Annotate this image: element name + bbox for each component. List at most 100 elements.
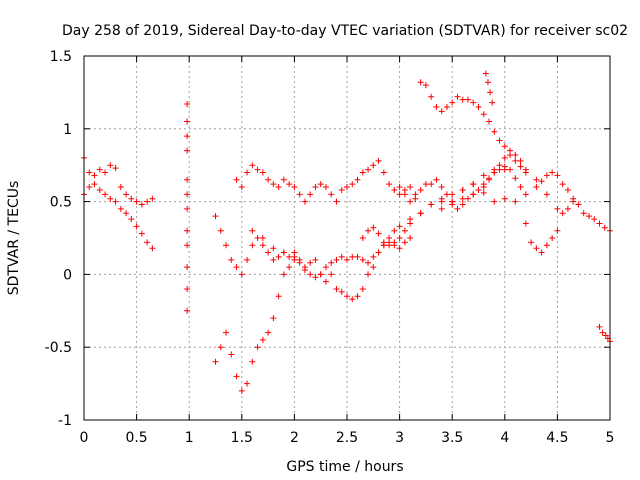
data-point (422, 181, 429, 188)
data-point (396, 191, 403, 198)
data-point (512, 198, 519, 205)
data-point (184, 147, 191, 154)
data-point (564, 186, 571, 193)
data-point (275, 293, 282, 300)
data-point (591, 216, 598, 223)
data-point (585, 213, 592, 220)
data-point (528, 239, 535, 246)
data-point (489, 99, 496, 106)
data-point (144, 198, 151, 205)
data-point (138, 230, 145, 237)
y-tick-label: 0.5 (50, 195, 72, 211)
y-axis-ticks: -1 -0.5 0 0.5 1 1.5 (45, 49, 610, 429)
data-point (407, 184, 414, 191)
data-point (328, 191, 335, 198)
data-point (543, 191, 550, 198)
data-point (487, 89, 494, 96)
data-point (291, 249, 298, 256)
data-point (580, 210, 587, 217)
data-point (596, 220, 603, 227)
data-point (512, 157, 519, 164)
data-point (138, 201, 145, 208)
data-point (112, 165, 119, 172)
series-group (81, 154, 156, 252)
data-point (359, 235, 366, 241)
data-point (365, 227, 372, 234)
data-point (286, 181, 293, 188)
data-point (270, 181, 277, 188)
data-point (280, 249, 287, 256)
series-group (533, 169, 613, 234)
data-point (470, 99, 477, 106)
series-group (482, 70, 496, 106)
data-point (223, 242, 230, 249)
data-point (265, 176, 272, 183)
data-point (438, 205, 445, 212)
data-point (517, 163, 524, 170)
data-point (280, 271, 287, 278)
data-point (238, 184, 245, 191)
data-point (549, 235, 556, 241)
data-point (501, 143, 508, 150)
data-point (233, 373, 240, 380)
data-point (228, 351, 235, 358)
data-point (270, 245, 277, 252)
data-point (396, 223, 403, 230)
data-point (470, 191, 477, 198)
data-point (301, 198, 308, 205)
data-point (422, 82, 429, 89)
data-point (575, 201, 582, 208)
data-point (522, 169, 529, 176)
data-point (407, 220, 414, 227)
data-point (328, 259, 335, 266)
data-point (238, 271, 245, 278)
data-point (91, 172, 98, 179)
data-point (249, 162, 256, 169)
data-point (491, 198, 498, 205)
data-point (486, 118, 493, 125)
data-point (212, 358, 219, 365)
data-point (533, 184, 540, 191)
data-point (184, 205, 191, 212)
data-point (338, 253, 345, 260)
y-tick-label: -1 (58, 413, 72, 429)
data-point (349, 181, 356, 188)
data-point (501, 195, 508, 202)
data-point (344, 256, 350, 263)
data-point (496, 137, 503, 144)
data-point (254, 235, 261, 241)
data-point (233, 264, 240, 271)
data-point (91, 181, 98, 188)
data-point (449, 99, 456, 106)
data-point (543, 172, 550, 179)
data-point (275, 253, 282, 260)
data-point (428, 93, 435, 100)
data-point (480, 172, 487, 179)
data-point (554, 205, 561, 212)
x-tick-label: 3.5 (441, 430, 463, 446)
data-point (370, 253, 377, 260)
data-point (184, 191, 191, 198)
y-tick-label: 0 (63, 267, 72, 283)
data-point (375, 249, 382, 256)
data-point (296, 256, 303, 263)
data-point (407, 235, 414, 241)
data-point (270, 256, 277, 263)
data-point (223, 329, 230, 336)
data-point (486, 175, 493, 182)
data-point (307, 271, 314, 278)
series-group (184, 101, 191, 314)
data-point (286, 253, 293, 260)
data-point (517, 184, 524, 191)
data-point (443, 103, 450, 110)
data-point (86, 184, 93, 191)
x-tick-label: 3 (395, 430, 404, 446)
data-point (449, 191, 456, 198)
data-point (401, 227, 408, 234)
data-point (380, 169, 387, 176)
y-tick-label: 1 (63, 122, 72, 138)
data-point (133, 198, 140, 205)
data-point (275, 184, 282, 191)
